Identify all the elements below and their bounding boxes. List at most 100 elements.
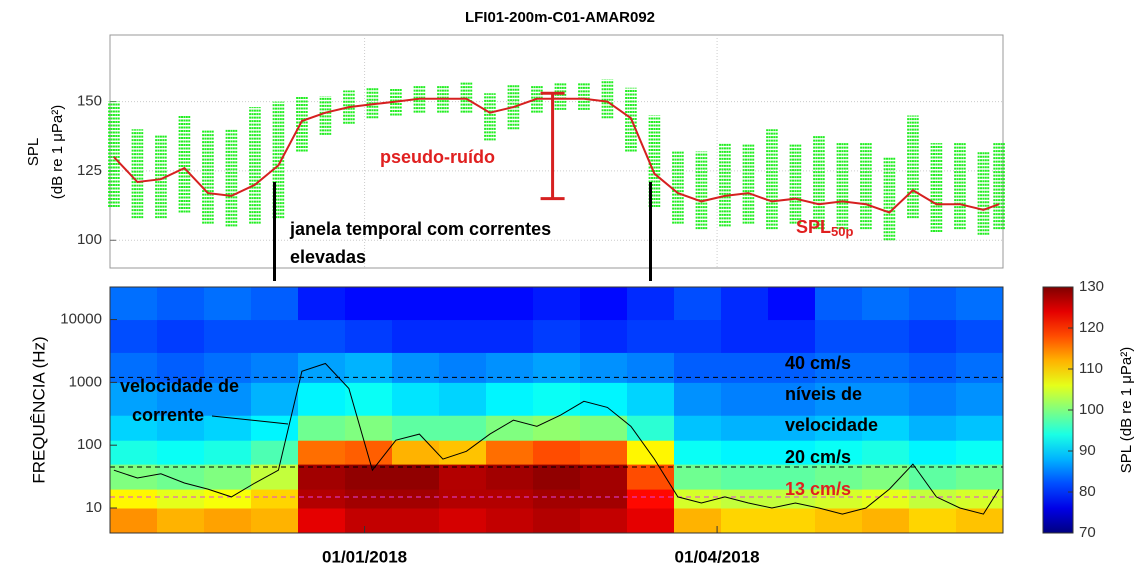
heatmap-cell [627, 489, 675, 509]
y-tick-label: 100 [77, 436, 102, 453]
heatmap-cell [721, 508, 769, 534]
plot-area [109, 34, 1004, 269]
heatmap-cell [251, 287, 299, 321]
heatmap-cell [298, 464, 346, 490]
heatmap-cell [251, 319, 299, 353]
heatmap-cell [956, 415, 1004, 441]
heatmap-cell [392, 287, 440, 321]
heatmap-cell [768, 287, 816, 321]
heatmap-cell [768, 415, 816, 441]
heatmap-cell [533, 415, 581, 441]
heatmap-cell [580, 382, 628, 416]
heatmap-cell [956, 319, 1004, 353]
heatmap-cell [909, 382, 957, 416]
heatmap-cell [345, 319, 393, 353]
heatmap-cell [157, 440, 205, 465]
annotation: SPL [796, 217, 831, 237]
heatmap-cell [956, 382, 1004, 416]
annotation: velocidade de [120, 376, 239, 396]
heatmap-cell [909, 508, 957, 534]
heatmap-cell [627, 508, 675, 534]
heatmap-cell [721, 415, 769, 441]
x-tick-label: 01/04/2018 [675, 547, 760, 566]
plot-frame [109, 286, 1004, 534]
heatmap-cell [721, 287, 769, 321]
annotations: pseudo-ruído SPL50p janela temporal com … [120, 147, 878, 499]
y-tick-label: 150 [77, 93, 102, 110]
chart-title: LFI01-200m-C01-AMAR092 [465, 9, 655, 26]
heatmap-cell [815, 440, 863, 465]
heatmap-cell [251, 440, 299, 465]
heatmap-cell [533, 440, 581, 465]
heatmap-cell [627, 287, 675, 321]
heatmap-cell [533, 382, 581, 416]
heatmap-cell [533, 287, 581, 321]
colorbar-tick-label: 100 [1079, 401, 1104, 418]
heatmap-cell [251, 415, 299, 441]
heatmap-cell [204, 489, 252, 509]
heatmap-cell [486, 287, 534, 321]
heatmap-cell [627, 319, 675, 353]
heatmap-cell [204, 382, 252, 416]
heatmap-cell [204, 440, 252, 465]
heatmap-cell [110, 489, 158, 509]
heatmap-cell [674, 319, 722, 353]
heatmap-cell [345, 464, 393, 490]
heatmap-cell [157, 508, 205, 534]
heatmap-cell [533, 464, 581, 490]
heatmap-cell [768, 489, 816, 509]
heatmap-cell [580, 319, 628, 353]
heatmap-cell [439, 382, 487, 416]
heatmap-cell [110, 382, 158, 416]
heatmap-cell [110, 440, 158, 465]
heatmap-cell [956, 508, 1004, 534]
heatmap-cell [956, 352, 1004, 383]
heatmap-cell [674, 508, 722, 534]
annotation: janela temporal com correntes [289, 219, 551, 239]
heatmap-cell [298, 415, 346, 441]
y-tick-label: 125 [77, 162, 102, 179]
heatmap-cell [768, 464, 816, 490]
heatmap-cell [674, 440, 722, 465]
heatmap-cell [204, 319, 252, 353]
heatmap-cell [627, 464, 675, 490]
heatmap-cell [486, 508, 534, 534]
heatmap-cell [345, 352, 393, 383]
heatmap-cell [157, 464, 205, 490]
y-tick-label: 10 [85, 499, 102, 516]
heatmap-cell [439, 287, 487, 321]
heatmap-cell [392, 440, 440, 465]
heatmap-cell [674, 464, 722, 490]
heatmap-cell [345, 489, 393, 509]
annotation: velocidade [785, 415, 878, 435]
heatmap-cell [768, 319, 816, 353]
heatmap-cell [533, 489, 581, 509]
y-axis-label: FREQUÊNCIA (Hz) [29, 336, 48, 483]
heatmap-cell [486, 352, 534, 383]
heatmap-cell [674, 352, 722, 383]
heatmap-cell [909, 489, 957, 509]
heatmap-cell [251, 382, 299, 416]
heatmap-cell [909, 464, 957, 490]
heatmap-cell [580, 508, 628, 534]
colorbar-tick-label: 110 [1079, 360, 1103, 377]
heatmap-cell [674, 489, 722, 509]
heatmap-cell [862, 464, 910, 490]
heatmap-cell [768, 508, 816, 534]
heatmap-cell [721, 352, 769, 383]
heatmap-cell [157, 382, 205, 416]
heatmap-cell [251, 508, 299, 534]
y-tick-label: 100 [77, 231, 102, 248]
annotation: níveis de [785, 384, 862, 404]
heatmap-cell [533, 319, 581, 353]
heatmap-cell [110, 287, 158, 321]
heatmap-cell [815, 319, 863, 353]
heatmap-cell [580, 352, 628, 383]
heatmap-cell [580, 415, 628, 441]
heatmap-cell [721, 489, 769, 509]
heatmap-cell [768, 382, 816, 416]
x-tick-label: 01/01/2018 [322, 547, 407, 566]
heatmap-cell [392, 382, 440, 416]
heatmap-cell [862, 382, 910, 416]
heatmap-cell [157, 415, 205, 441]
